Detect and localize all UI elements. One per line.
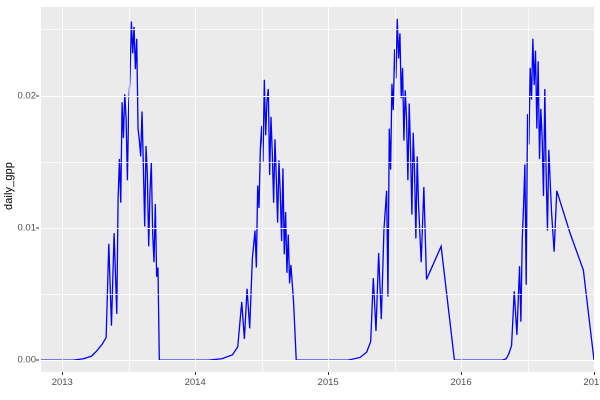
x-tick-label-3: 2016 bbox=[450, 377, 472, 388]
gridline-vertical-minor bbox=[261, 7, 263, 372]
gridline-vertical-major bbox=[328, 7, 330, 372]
x-tick-label-2: 2015 bbox=[317, 377, 339, 388]
gridline-horizontal-major bbox=[41, 360, 594, 362]
x-axis-tick-labels: 2013 2014 2015 2016 2017 bbox=[41, 377, 600, 391]
gridline-horizontal-minor bbox=[41, 161, 594, 163]
x-axis-tick-marks bbox=[41, 372, 595, 376]
gridline-vertical-major bbox=[62, 7, 64, 372]
x-tick-mark-1 bbox=[195, 372, 197, 375]
x-tick-label-4: 2017 bbox=[583, 377, 600, 388]
x-tick-label-0: 2013 bbox=[51, 377, 73, 388]
gridline-vertical-minor bbox=[128, 7, 130, 372]
x-tick-mark-3 bbox=[461, 372, 463, 375]
y-axis-title: daily_gpp bbox=[0, 0, 17, 372]
plot-panel bbox=[41, 7, 594, 372]
x-tick-mark-4 bbox=[594, 372, 595, 375]
gridline-vertical-major bbox=[461, 7, 463, 372]
y-axis-tick-labels: 0.00 0.01 0.02 bbox=[17, 0, 37, 372]
gridline-horizontal-major bbox=[41, 95, 594, 97]
x-tick-label-1: 2014 bbox=[184, 377, 206, 388]
y-tick-mark-0 bbox=[36, 359, 39, 361]
gridline-vertical-minor bbox=[394, 7, 396, 372]
series-line-daily-gpp bbox=[41, 18, 594, 361]
gridline-horizontal-minor bbox=[41, 293, 594, 295]
gridline-horizontal-major bbox=[41, 227, 594, 230]
y-tick-mark-2 bbox=[36, 95, 39, 97]
y-tick-label-2: 0.02 bbox=[17, 90, 37, 102]
y-tick-mark-1 bbox=[36, 227, 39, 229]
x-tick-mark-0 bbox=[62, 372, 64, 375]
gridline-vertical-minor bbox=[527, 7, 529, 372]
x-tick-mark-2 bbox=[328, 372, 330, 375]
y-tick-label-1: 0.01 bbox=[17, 222, 37, 234]
gridline-vertical-major bbox=[195, 7, 197, 372]
y-axis-title-text: daily_gpp bbox=[2, 162, 15, 210]
gridline-horizontal-minor bbox=[41, 29, 594, 31]
y-tick-label-0: 0.00 bbox=[17, 354, 37, 366]
